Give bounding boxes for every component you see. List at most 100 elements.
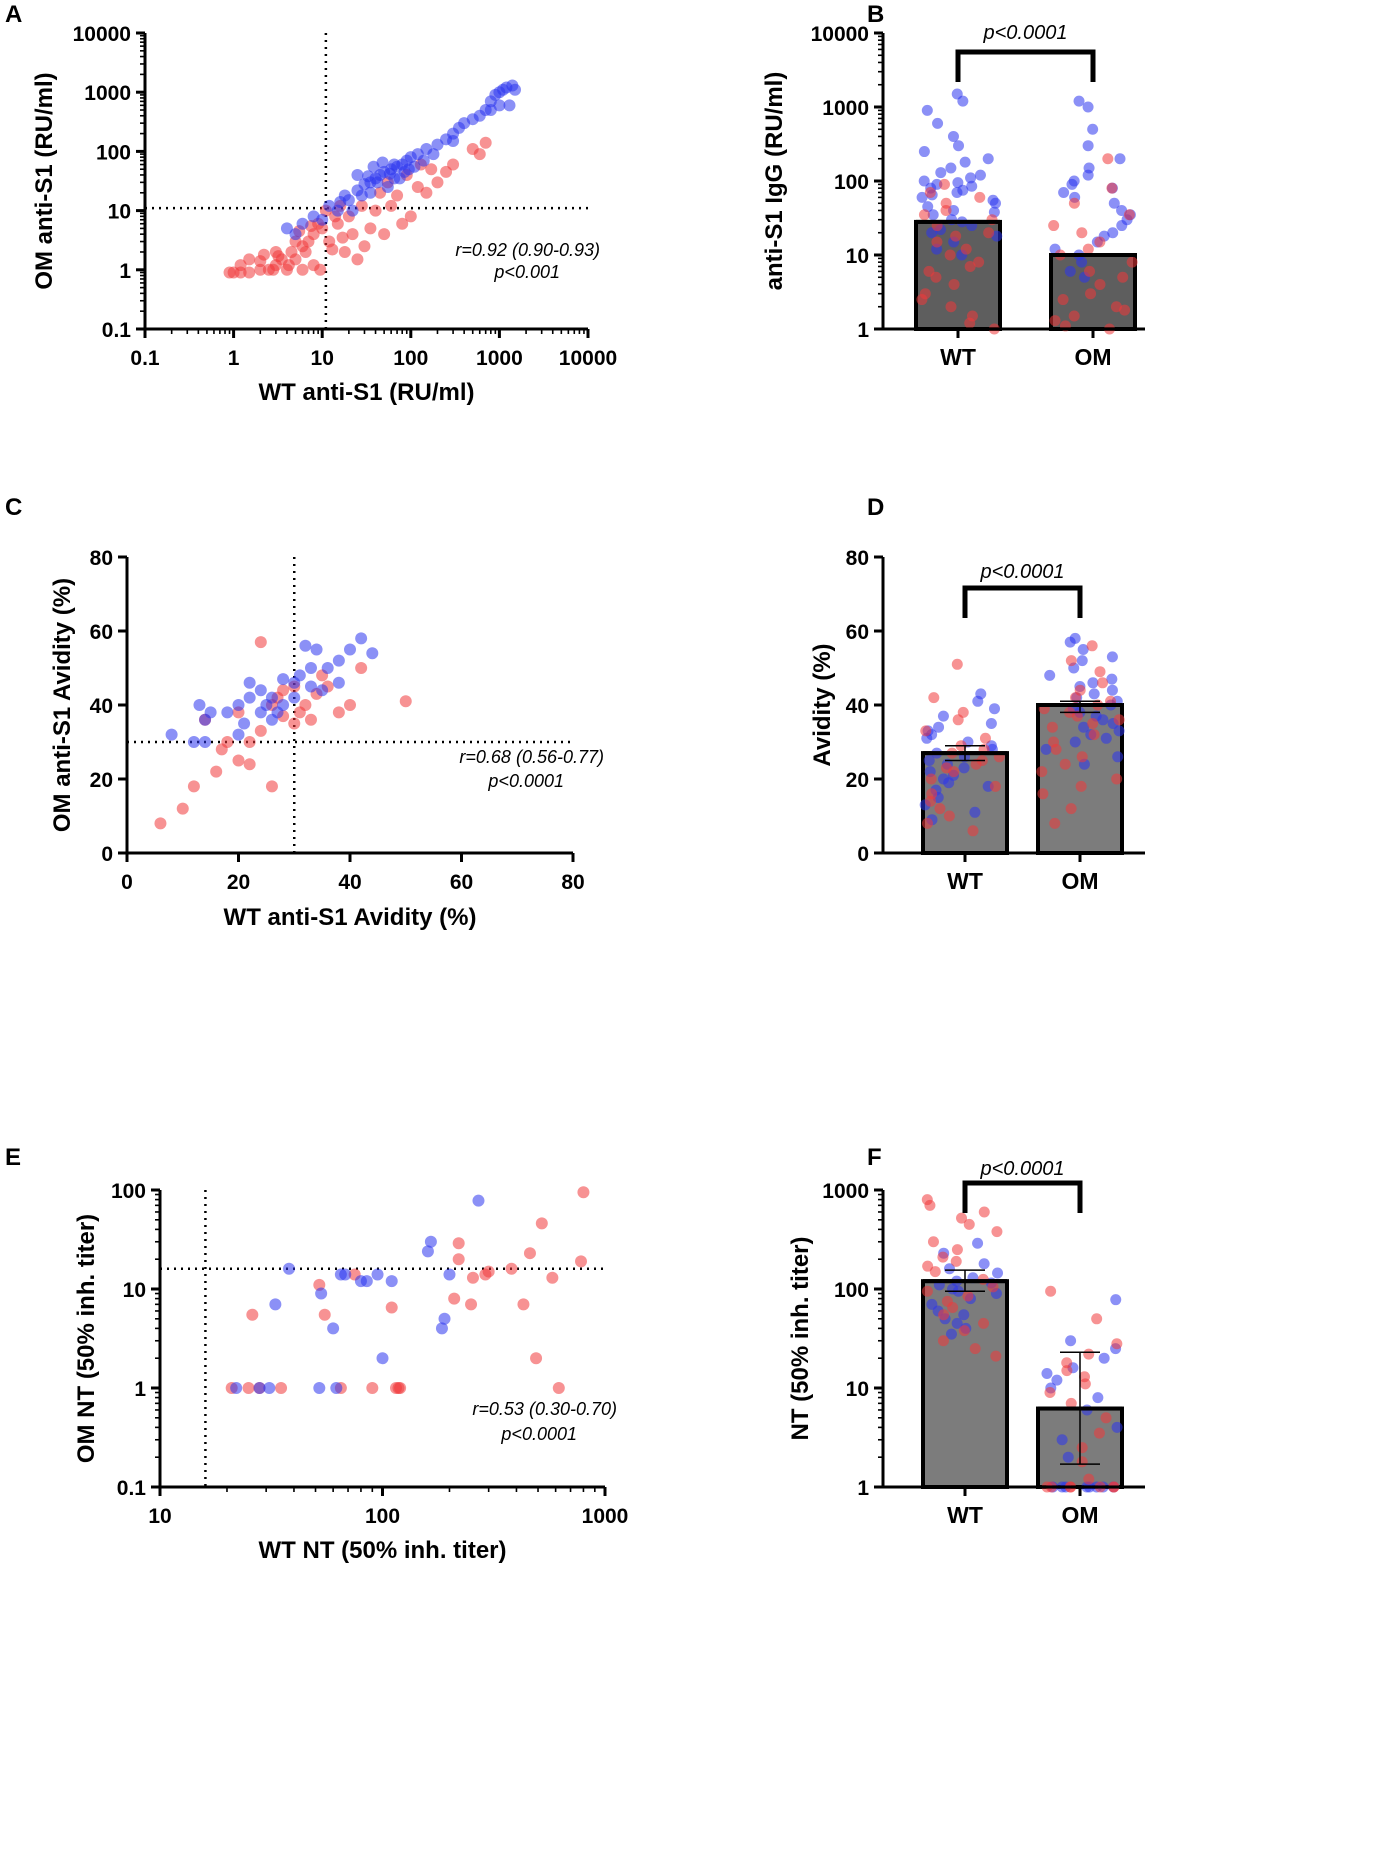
dot-OM xyxy=(1044,1387,1056,1399)
panel-letter: E xyxy=(5,1144,21,1171)
dot-OM xyxy=(1082,101,1094,113)
data-point-red xyxy=(535,1217,548,1230)
data-point-red xyxy=(465,1298,478,1311)
data-point-red xyxy=(326,243,339,256)
dot-WT xyxy=(978,1317,990,1329)
dot-OM xyxy=(1050,743,1062,755)
data-point-red xyxy=(296,263,309,276)
dot-OM xyxy=(1116,220,1128,232)
panel-letter: D xyxy=(867,494,884,521)
x-tick-label: 10 xyxy=(148,1505,171,1528)
dot-OM xyxy=(1085,288,1097,300)
category-label: WT xyxy=(947,1502,983,1528)
data-point-red xyxy=(447,158,460,171)
y-tick-label: 1 xyxy=(119,260,131,283)
dot-WT xyxy=(985,718,997,729)
x-tick-label: 1000 xyxy=(582,1505,629,1528)
dot-OM xyxy=(1091,1313,1103,1325)
x-tick-label: 100 xyxy=(365,1505,400,1528)
significance-label: p<0.0001 xyxy=(980,1158,1065,1180)
data-point-blue xyxy=(472,1194,485,1207)
data-point-red xyxy=(394,1382,407,1394)
panel-letter: C xyxy=(5,494,22,521)
dot-OM xyxy=(1111,773,1123,785)
dot-WT xyxy=(950,230,962,242)
dot-WT xyxy=(951,1317,963,1329)
x-tick-label: 1 xyxy=(228,347,240,370)
dot-WT xyxy=(972,1237,984,1249)
data-point-blue xyxy=(438,1312,451,1325)
data-point-red xyxy=(336,231,349,244)
data-point-blue xyxy=(277,673,290,686)
x-tick-label: 0 xyxy=(121,871,133,894)
dot-OM xyxy=(1087,677,1099,689)
data-point-red xyxy=(254,263,267,276)
data-point-blue xyxy=(288,691,301,704)
category-label: OM xyxy=(1061,1502,1098,1528)
dot-OM xyxy=(1086,640,1098,652)
y-axis-title: OM NT (50% inh. titer) xyxy=(73,1214,100,1463)
dot-WT xyxy=(920,725,932,737)
dot-OM xyxy=(1102,153,1114,165)
data-point-blue xyxy=(371,176,384,189)
dot-OM xyxy=(1061,1357,1073,1369)
dot-WT xyxy=(918,209,930,221)
data-point-blue xyxy=(327,1322,340,1335)
y-tick-label: 1000 xyxy=(84,82,131,105)
panel-letter: A xyxy=(5,1,22,28)
y-tick-label: 0 xyxy=(101,843,113,866)
dot-OM xyxy=(1082,169,1094,181)
data-point-blue xyxy=(280,222,293,235)
dot-WT xyxy=(937,1335,949,1347)
data-point-red xyxy=(293,706,306,719)
data-point-blue xyxy=(304,680,317,693)
y-axis-title: anti-S1 IgG (RU/ml) xyxy=(761,72,788,291)
dot-WT xyxy=(958,1325,970,1337)
y-tick-label: 1 xyxy=(857,319,869,342)
data-point-blue xyxy=(431,138,444,151)
data-point-red xyxy=(232,754,245,767)
data-point-red xyxy=(187,780,200,793)
dot-WT xyxy=(938,178,950,190)
dot-WT xyxy=(958,762,970,774)
dot-OM xyxy=(1106,684,1118,696)
dot-OM xyxy=(1083,1348,1095,1360)
data-point-red xyxy=(332,706,345,719)
data-point-blue xyxy=(367,160,380,173)
significance-bracket xyxy=(955,49,1096,82)
correlation-annotation: r=0.53 (0.30-0.70) xyxy=(472,1399,617,1419)
data-point-red xyxy=(282,259,295,272)
p-value-annotation: p<0.0001 xyxy=(500,1424,577,1444)
data-point-red xyxy=(355,662,368,674)
dot-OM xyxy=(1044,669,1056,681)
dot-WT xyxy=(916,294,928,306)
dot-OM xyxy=(1076,256,1088,268)
dot-OM xyxy=(1079,1378,1091,1390)
dot-OM xyxy=(1087,718,1099,729)
dot-WT xyxy=(943,1263,955,1275)
dot-OM xyxy=(1040,743,1052,755)
data-point-red xyxy=(385,1301,398,1314)
dot-OM xyxy=(1094,278,1106,290)
x-tick-label: 20 xyxy=(227,871,250,894)
data-point-blue xyxy=(376,156,389,169)
dot-WT xyxy=(951,186,963,198)
dot-OM xyxy=(1069,736,1081,748)
dot-OM xyxy=(1110,1294,1122,1306)
dot-WT xyxy=(937,710,949,722)
significance-label: p<0.0001 xyxy=(980,561,1065,583)
dot-OM xyxy=(1111,1421,1123,1433)
dot-WT xyxy=(934,803,946,815)
dot-OM xyxy=(1119,304,1131,316)
data-point-red xyxy=(552,1382,565,1394)
y-tick-label: 1000 xyxy=(822,97,869,120)
correlation-annotation: r=0.68 (0.56-0.77) xyxy=(459,747,604,767)
dot-OM xyxy=(1082,140,1094,152)
y-tick-label: 1 xyxy=(857,1477,869,1500)
data-point-red xyxy=(318,1308,331,1321)
dot-OM xyxy=(1056,1434,1068,1446)
dot-OM xyxy=(1076,227,1088,239)
dot-OM xyxy=(1064,265,1076,277)
x-tick-label: 0.1 xyxy=(130,347,160,370)
data-point-red xyxy=(338,245,351,258)
